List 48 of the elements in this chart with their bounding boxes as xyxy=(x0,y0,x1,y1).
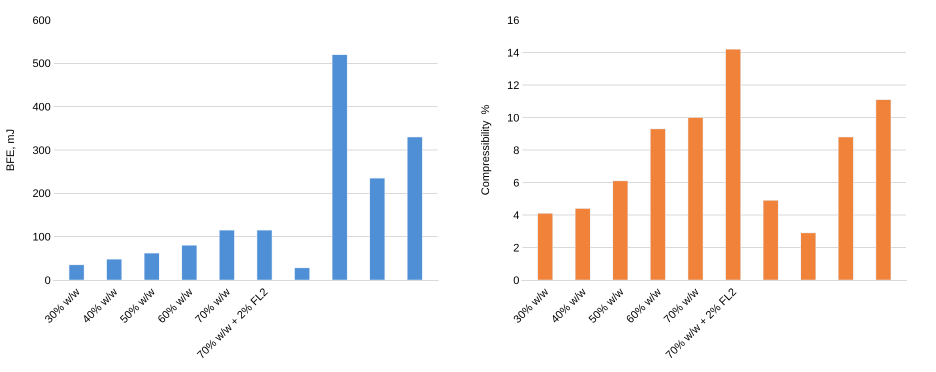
y-tick-label: 8 xyxy=(513,144,520,157)
bar xyxy=(612,180,628,280)
bar xyxy=(688,117,704,280)
x-tick-label: 40% w/w xyxy=(549,286,589,326)
bar xyxy=(574,208,591,280)
bar xyxy=(219,230,235,280)
x-tick-label: 50% w/w xyxy=(586,286,626,326)
bar xyxy=(182,245,198,280)
y-tick-label: 500 xyxy=(32,58,51,70)
y-tick-label: 16 xyxy=(507,14,520,27)
y-tick-label: 400 xyxy=(32,102,51,114)
x-tick-label: 60% w/w xyxy=(156,286,196,326)
bar xyxy=(106,258,122,280)
bar xyxy=(332,54,348,280)
y-tick-label: 14 xyxy=(507,47,520,60)
bar xyxy=(294,268,310,280)
y-tick-label: 300 xyxy=(32,144,51,157)
bar xyxy=(407,136,423,280)
bar xyxy=(838,136,854,280)
y-tick-label: 4 xyxy=(513,210,520,222)
y-axis-title: BFE, mJ xyxy=(5,128,18,172)
bar xyxy=(725,49,741,280)
y-tick-label: 6 xyxy=(513,177,520,190)
x-tick-label: 30% w/w xyxy=(512,286,552,326)
bar xyxy=(876,99,892,280)
x-tick-label: 40% w/w xyxy=(80,286,120,326)
bar xyxy=(650,128,666,280)
bar xyxy=(144,252,160,280)
x-tick-label: 70% w/w xyxy=(662,286,702,326)
y-tick-label: 0 xyxy=(44,274,51,287)
y-tick-label: 200 xyxy=(32,188,51,200)
y-tick-label: 0 xyxy=(513,274,520,287)
x-tick-label: 60% w/w xyxy=(624,286,664,326)
y-axis-title: Compressibility % xyxy=(480,104,492,196)
y-tick-label: 100 xyxy=(32,232,51,244)
x-tick-label: 50% w/w xyxy=(118,286,158,326)
bar xyxy=(68,264,84,280)
y-tick-label: 10 xyxy=(507,112,520,124)
x-tick-label: 70% w/w xyxy=(193,286,233,326)
bar xyxy=(256,230,272,280)
bar xyxy=(762,200,778,280)
x-tick-label: 30% w/w xyxy=(42,286,83,326)
y-tick-label: 600 xyxy=(32,14,51,27)
bar xyxy=(800,232,816,280)
bar xyxy=(537,213,553,280)
y-tick-label: 2 xyxy=(513,242,520,254)
y-tick-label: 12 xyxy=(507,80,520,92)
bar xyxy=(369,178,386,280)
